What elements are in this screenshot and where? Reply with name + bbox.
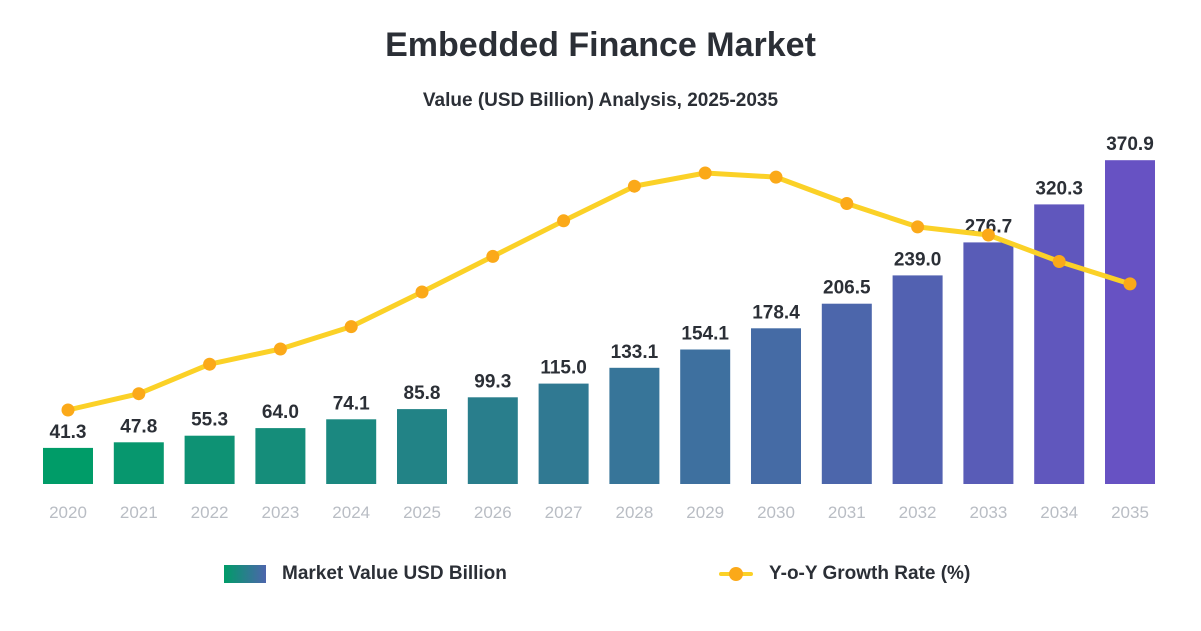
bar-value-label-2032: 239.0 <box>894 249 942 270</box>
bar-value-label-2028: 133.1 <box>611 342 659 363</box>
x-tick-label-2027: 2027 <box>545 503 583 522</box>
growth-rate-point-2022 <box>203 357 217 371</box>
bar-value-label-2021: 47.8 <box>120 416 157 437</box>
growth-rate-point-2034 <box>1052 255 1066 268</box>
growth-rate-point-2027 <box>557 214 571 228</box>
bar-value-label-2031: 206.5 <box>823 278 871 299</box>
bar-2024 <box>326 419 377 484</box>
bar-value-label-2025: 85.8 <box>404 383 441 404</box>
bar-2030 <box>751 328 801 484</box>
bar-value-label-2022: 55.3 <box>191 410 228 431</box>
legend-item-growth-rate: Y-o-Y Growth Rate (%) <box>719 560 970 588</box>
bar-2034 <box>1034 204 1085 484</box>
growth-rate-line <box>65 170 1133 413</box>
x-tick-label-2026: 2026 <box>474 503 512 522</box>
growth-rate-point-2020 <box>61 403 75 417</box>
legend-item-market-value: Market Value USD Billion <box>224 560 507 588</box>
bar-value-label-2035: 370.9 <box>1106 134 1154 155</box>
bar-2032 <box>892 275 943 484</box>
bar-2020 <box>43 447 93 484</box>
bar-2025 <box>397 409 447 484</box>
x-tick-label-2025: 2025 <box>403 503 441 522</box>
bar-2035 <box>1105 160 1155 484</box>
growth-rate-point-2026 <box>486 249 500 263</box>
x-tick-label-2023: 2023 <box>261 503 299 522</box>
x-tick-label-2031: 2031 <box>828 503 866 522</box>
growth-rate-point-2030 <box>769 170 783 184</box>
bar-legend-swatch <box>224 565 266 583</box>
growth-rate-point-2025 <box>415 285 429 299</box>
x-tick-label-2028: 2028 <box>615 503 653 522</box>
bar-value-label-2020: 41.3 <box>50 422 87 443</box>
bar-value-label-2026: 99.3 <box>474 371 511 392</box>
growth-rate-point-2021 <box>132 387 146 401</box>
growth-rate-point-2023 <box>273 342 287 356</box>
x-tick-label-2034: 2034 <box>1040 503 1078 522</box>
growth-rate-point-2031 <box>840 197 854 210</box>
bar-2028 <box>609 367 660 484</box>
chart-title: Embedded Finance Market <box>385 26 816 64</box>
growth-rate-point-2029 <box>698 166 712 180</box>
bar-2031 <box>821 303 872 484</box>
bar-value-label-2023: 64.0 <box>262 402 299 423</box>
legend-label-market-value: Market Value USD Billion <box>282 563 507 584</box>
x-tick-label-2029: 2029 <box>686 503 724 522</box>
bar-2029 <box>680 349 731 484</box>
growth-rate-point-2024 <box>344 320 358 334</box>
growth-rate-point-2033 <box>981 228 995 242</box>
bar-value-label-2027: 115.0 <box>540 358 587 379</box>
bar-2027 <box>538 383 589 484</box>
bar-value-label-2030: 178.4 <box>752 302 800 323</box>
bar-2033 <box>963 242 1014 484</box>
x-tick-label-2021: 2021 <box>120 503 158 522</box>
bar-value-label-2034: 320.3 <box>1035 178 1083 199</box>
bar-2023 <box>255 428 306 484</box>
bar-2026 <box>467 397 518 484</box>
growth-rate-point-2028 <box>627 179 641 193</box>
x-tick-label-2035: 2035 <box>1111 503 1149 522</box>
chart-subtitle: Value (USD Billion) Analysis, 2025-2035 <box>422 90 779 111</box>
legend-label-growth-rate: Y-o-Y Growth Rate (%) <box>769 563 971 584</box>
bar-2022 <box>184 435 235 484</box>
bar-value-label-2024: 74.1 <box>333 393 370 414</box>
line-legend-swatch <box>719 565 753 583</box>
x-tick-label-2030: 2030 <box>757 503 795 522</box>
x-tick-label-2033: 2033 <box>969 503 1007 522</box>
x-tick-label-2022: 2022 <box>191 503 229 522</box>
bar-value-label-2029: 154.1 <box>681 324 729 345</box>
x-tick-label-2020: 2020 <box>49 503 87 522</box>
bar-2021 <box>113 442 164 484</box>
growth-rate-point-2035 <box>1123 277 1137 291</box>
growth-rate-point-2032 <box>911 220 925 234</box>
x-tick-label-2024: 2024 <box>332 503 370 522</box>
x-tick-label-2032: 2032 <box>899 503 937 522</box>
